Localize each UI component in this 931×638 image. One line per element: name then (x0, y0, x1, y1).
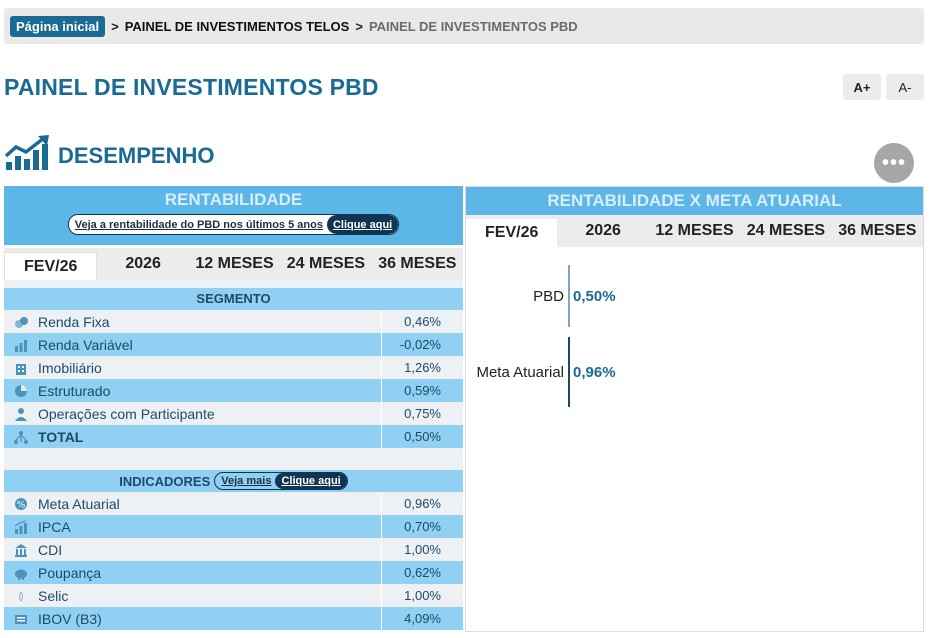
comparativo-tabs: FEV/26 2026 12 MESES 24 MESES 36 MESES (466, 215, 923, 247)
font-decrease-button[interactable]: A- (886, 74, 924, 100)
drop-icon (4, 589, 38, 603)
table-row: Imobiliário 1,26% (4, 356, 463, 379)
five-year-link-button[interactable]: Clique aqui (326, 215, 399, 234)
exchange-icon (4, 612, 38, 626)
section-header: DESEMPENHO (4, 134, 214, 177)
performance-chart-icon (4, 134, 52, 177)
tab-24-meses[interactable]: 24 MESES (286, 255, 366, 272)
tab-12-meses[interactable]: 12 MESES (655, 222, 734, 239)
segment-label: Estruturado (38, 382, 111, 399)
segment-label: TOTAL (38, 428, 84, 445)
indicators-link-text[interactable]: Veja mais (221, 475, 272, 487)
indicator-label: IPCA (38, 518, 71, 535)
tab-36-meses[interactable]: 36 MESES (838, 222, 917, 239)
rentabilidade-tabs: FEV/26 2026 12 MESES 24 MESES 36 MESES (4, 248, 463, 280)
segment-label: Renda Fixa (38, 313, 110, 330)
table-row: Renda Fixa 0,46% (4, 310, 463, 333)
breadcrumb-home-link[interactable]: Página inicial (10, 15, 106, 37)
indicator-value: 0,70% (381, 515, 463, 538)
font-increase-button[interactable]: A+ (843, 74, 881, 100)
tab-fev26[interactable]: FEV/26 (466, 219, 558, 247)
indicators-link-button[interactable]: Clique aqui (275, 473, 347, 489)
segment-value: 0,50% (381, 425, 463, 448)
more-options-button[interactable]: ••• (874, 143, 914, 183)
tab-24-meses[interactable]: 24 MESES (746, 222, 826, 239)
five-year-link[interactable]: Veja a rentabilidade do PBD nos últimos … (67, 214, 400, 235)
table-row: Renda Variável -0,02% (4, 333, 463, 356)
comparativo-panel: RENTABILIDADE X META ATUARIAL FEV/26 202… (465, 186, 924, 632)
chart-up-icon (4, 519, 38, 534)
bar-chart-icon (4, 338, 38, 352)
indicator-value: 1,00% (381, 538, 463, 561)
indicators-title: INDICADORES (119, 473, 211, 489)
indicator-value: 0,96% (381, 492, 463, 515)
segment-label: Renda Variável (38, 336, 133, 353)
tab-12-meses[interactable]: 12 MESES (195, 255, 274, 272)
breadcrumb: Página inicial > PAINEL DE INVESTIMENTOS… (4, 8, 924, 44)
five-year-link-text[interactable]: Veja a rentabilidade do PBD nos últimos … (74, 218, 323, 231)
table-row: IBOV (B3) 4,09% (4, 607, 463, 630)
table-row: CDI 1,00% (4, 538, 463, 561)
table-row: TOTAL 0,50% (4, 425, 463, 448)
indicator-label: Meta Atuarial (38, 495, 120, 512)
table-row: Estruturado 0,59% (4, 379, 463, 402)
people-icon (4, 407, 38, 421)
table-row: Operações com Participante 0,75% (4, 402, 463, 425)
chart-bar-row: Meta Atuarial 0,96% (466, 337, 616, 407)
rentabilidade-title: RENTABILIDADE (164, 190, 303, 209)
table-row: Poupança 0,62% (4, 561, 463, 584)
chart-bar-row: PBD 0,50% (466, 265, 616, 327)
indicator-label: Selic (38, 587, 69, 604)
indicator-value: 1,00% (381, 584, 463, 607)
breadcrumb-current: PAINEL DE INVESTIMENTOS PBD (368, 18, 578, 34)
bank-icon (4, 543, 38, 557)
table-row: Selic 1,00% (4, 584, 463, 607)
tab-36-meses[interactable]: 36 MESES (378, 255, 457, 272)
indicator-value: 0,62% (381, 561, 463, 584)
svg-text:%: % (17, 500, 26, 510)
segment-value: 0,46% (381, 310, 463, 333)
segment-label: Operações com Participante (38, 405, 215, 422)
breadcrumb-separator: > (111, 18, 119, 34)
segment-value: 0,75% (381, 402, 463, 425)
tab-2026[interactable]: 2026 (585, 222, 621, 239)
chart-bar (568, 265, 570, 327)
indicator-label: CDI (38, 541, 63, 558)
segment-label: Imobiliário (38, 359, 102, 376)
rentabilidade-panel: RENTABILIDADE Veja a rentabilidade do PB… (4, 186, 463, 632)
segment-header: SEGMENTO (4, 288, 463, 310)
segment-value: -0,02% (381, 333, 463, 356)
building-icon (4, 361, 38, 375)
indicator-label: Poupança (38, 564, 102, 581)
breadcrumb-telos-link[interactable]: PAINEL DE INVESTIMENTOS TELOS (124, 18, 350, 34)
coins-icon (4, 315, 38, 329)
chart-category-label: PBD (533, 287, 564, 305)
segment-value: 0,59% (381, 379, 463, 402)
table-row: IPCA 0,70% (4, 515, 463, 538)
pie-chart-icon (4, 384, 38, 398)
tab-fev26[interactable]: FEV/26 (4, 252, 98, 280)
indicator-label: IBOV (B3) (38, 610, 102, 627)
indicators-link[interactable]: Veja mais Clique aqui (214, 472, 348, 490)
comparativo-title: RENTABILIDADE X META ATUARIAL (466, 187, 923, 215)
piggy-bank-icon (4, 566, 38, 580)
table-row: % Meta Atuarial 0,96% (4, 492, 463, 515)
percent-icon: % (4, 497, 38, 511)
segment-value: 1,26% (381, 356, 463, 379)
page-title: PAINEL DE INVESTIMENTOS PBD (4, 74, 379, 100)
spacer (4, 448, 463, 470)
chart-category-label: Meta Atuarial (476, 363, 564, 381)
breadcrumb-separator: > (355, 18, 363, 34)
chart-value-label: 0,96% (573, 363, 616, 381)
chart-bar (568, 337, 570, 407)
indicators-header: INDICADORES Veja mais Clique aqui (4, 470, 463, 492)
rentabilidade-header: RENTABILIDADE Veja a rentabilidade do PB… (4, 186, 463, 245)
section-title: DESEMPENHO (58, 142, 215, 168)
network-icon (4, 430, 38, 444)
chart-value-label: 0,50% (573, 287, 616, 305)
indicator-value: 4,09% (381, 607, 463, 630)
tab-2026[interactable]: 2026 (125, 255, 161, 272)
